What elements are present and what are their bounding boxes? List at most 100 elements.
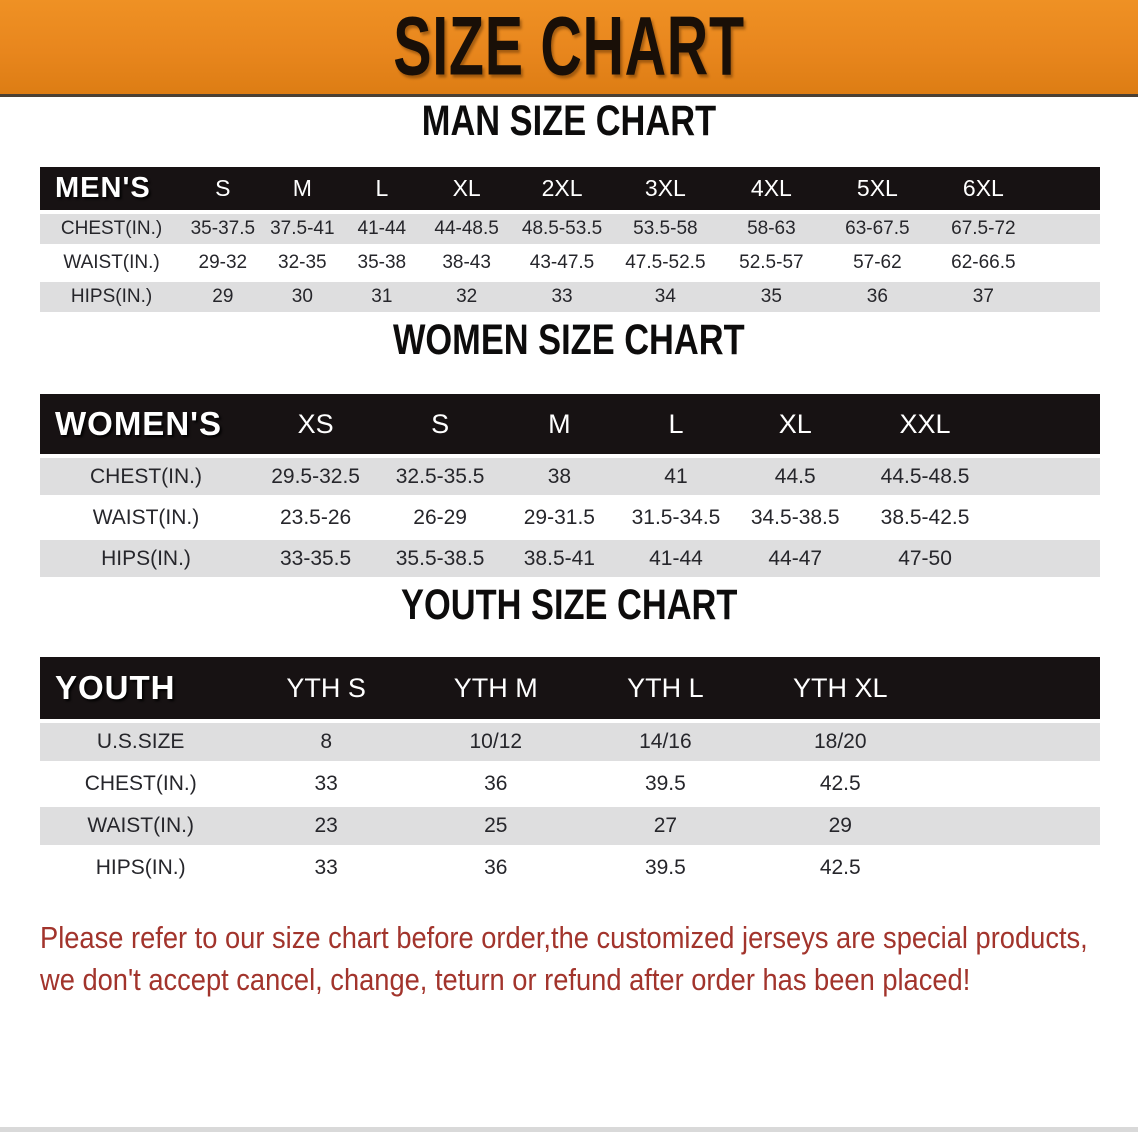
row-filler — [1036, 282, 1100, 312]
size-value: 41-44 — [342, 214, 422, 244]
table-row: CHEST(IN.) 33 36 39.5 42.5 — [40, 765, 1100, 803]
column-header: YTH XL — [750, 657, 931, 719]
image-bottom-edge — [0, 1127, 1138, 1132]
size-value: 41 — [617, 458, 735, 495]
header-filler — [930, 657, 1100, 719]
size-value: 44-47 — [734, 540, 857, 577]
youth-section-heading-text: YOUTH SIZE CHART — [400, 581, 738, 629]
size-value: 35.5-38.5 — [379, 540, 502, 577]
column-header: YTH M — [410, 657, 581, 719]
size-value: 39.5 — [580, 849, 751, 887]
size-value: 67.5-72 — [930, 214, 1037, 244]
column-header: L — [617, 394, 735, 454]
size-value: 43-47.5 — [511, 248, 613, 278]
men-section-heading: MAN SIZE CHART — [0, 97, 1138, 145]
table-group-label: YOUTH — [40, 657, 242, 719]
row-filler — [993, 499, 1100, 536]
size-value: 14/16 — [580, 723, 751, 761]
size-chart-banner: SIZE CHART — [0, 0, 1138, 97]
table-row: HIPS(IN.) 33 36 39.5 42.5 — [40, 849, 1100, 887]
size-value: 29.5-32.5 — [252, 458, 380, 495]
row-label: CHEST(IN.) — [40, 458, 252, 495]
table-row: HIPS(IN.) 33-35.5 35.5-38.5 38.5-41 41-44 44-… — [40, 540, 1100, 577]
size-value: 35-38 — [342, 248, 422, 278]
size-value: 38.5-41 — [501, 540, 618, 577]
size-value: 41-44 — [617, 540, 735, 577]
column-header: YTH S — [241, 657, 411, 719]
table-row: WAIST(IN.) 23.5-26 26-29 29-31.5 31.5-34.5 34… — [40, 499, 1100, 536]
column-header: XS — [252, 394, 380, 454]
size-value: 29 — [750, 807, 931, 845]
size-value: 38-43 — [421, 248, 512, 278]
row-label: HIPS(IN.) — [40, 849, 242, 887]
size-value: 29-32 — [183, 248, 263, 278]
size-value: 23 — [241, 807, 411, 845]
size-value: 29-31.5 — [501, 499, 618, 536]
size-value: 35-37.5 — [183, 214, 263, 244]
disclaimer-line-2: we don't accept cancel, change, teturn o… — [40, 962, 971, 997]
row-label: CHEST(IN.) — [40, 214, 184, 244]
women-section-heading: WOMEN SIZE CHART — [0, 316, 1138, 364]
column-header: L — [342, 167, 422, 210]
size-value: 18/20 — [750, 723, 931, 761]
row-filler — [993, 540, 1100, 577]
row-filler — [930, 765, 1100, 803]
column-header: S — [183, 167, 263, 210]
size-value: 47.5-52.5 — [612, 248, 719, 278]
column-header: 4XL — [718, 167, 825, 210]
size-value: 34.5-38.5 — [734, 499, 857, 536]
column-header: XXL — [856, 394, 994, 454]
row-label: U.S.SIZE — [40, 723, 242, 761]
table-row: CHEST(IN.) 29.5-32.5 32.5-35.5 38 41 44.5 44.5… — [40, 458, 1100, 495]
size-value: 26-29 — [379, 499, 502, 536]
column-header: 2XL — [511, 167, 613, 210]
disclaimer-line-1: Please refer to our size chart before or… — [40, 920, 1088, 955]
table-row: WAIST(IN.) 23 25 27 29 — [40, 807, 1100, 845]
size-value: 53.5-58 — [612, 214, 719, 244]
table-header-row: MEN'S S M L XL 2XL 3XL 4XL 5XL 6XL — [40, 167, 1100, 210]
size-value: 30 — [262, 282, 343, 312]
size-value: 42.5 — [750, 765, 931, 803]
table-row: WAIST(IN.) 29-32 32-35 35-38 38-43 43-47.5 47.… — [40, 248, 1100, 278]
size-value: 38.5-42.5 — [856, 499, 994, 536]
column-header: YTH L — [580, 657, 751, 719]
size-value: 37.5-41 — [262, 214, 343, 244]
size-value: 29 — [183, 282, 263, 312]
size-value: 44.5 — [734, 458, 857, 495]
table-row: U.S.SIZE 8 10/12 14/16 18/20 — [40, 723, 1100, 761]
size-value: 48.5-53.5 — [511, 214, 613, 244]
size-value: 37 — [930, 282, 1037, 312]
size-value: 42.5 — [750, 849, 931, 887]
column-header: XL — [421, 167, 512, 210]
size-value: 35 — [718, 282, 825, 312]
size-value: 33 — [241, 849, 411, 887]
size-value: 36 — [410, 849, 581, 887]
size-value: 38 — [501, 458, 618, 495]
size-value: 31 — [342, 282, 422, 312]
table-header-row: WOMEN'S XS S M L XL XXL — [40, 394, 1100, 454]
row-filler — [930, 723, 1100, 761]
size-value: 33 — [241, 765, 411, 803]
size-value: 27 — [580, 807, 751, 845]
column-header: S — [379, 394, 502, 454]
size-value: 39.5 — [580, 765, 751, 803]
size-value: 23.5-26 — [252, 499, 380, 536]
row-filler — [1036, 248, 1100, 278]
size-value: 34 — [612, 282, 719, 312]
size-value: 63-67.5 — [824, 214, 931, 244]
size-value: 44.5-48.5 — [856, 458, 994, 495]
row-label: WAIST(IN.) — [40, 499, 252, 536]
men-section-heading-text: MAN SIZE CHART — [421, 97, 717, 145]
header-filler — [993, 394, 1100, 454]
youth-section-heading: YOUTH SIZE CHART — [0, 581, 1138, 629]
size-value: 25 — [410, 807, 581, 845]
row-filler — [1036, 214, 1100, 244]
header-filler — [1036, 167, 1100, 210]
order-disclaimer-note: Please refer to our size chart before or… — [40, 917, 1138, 1001]
column-header: M — [262, 167, 343, 210]
youth-size-table: YOUTH YTH S YTH M YTH L YTH XL U.S.SIZE 8 10/12… — [40, 653, 1100, 891]
column-header: 3XL — [612, 167, 719, 210]
row-label: WAIST(IN.) — [40, 248, 184, 278]
size-value: 32-35 — [262, 248, 343, 278]
row-label: HIPS(IN.) — [40, 282, 184, 312]
